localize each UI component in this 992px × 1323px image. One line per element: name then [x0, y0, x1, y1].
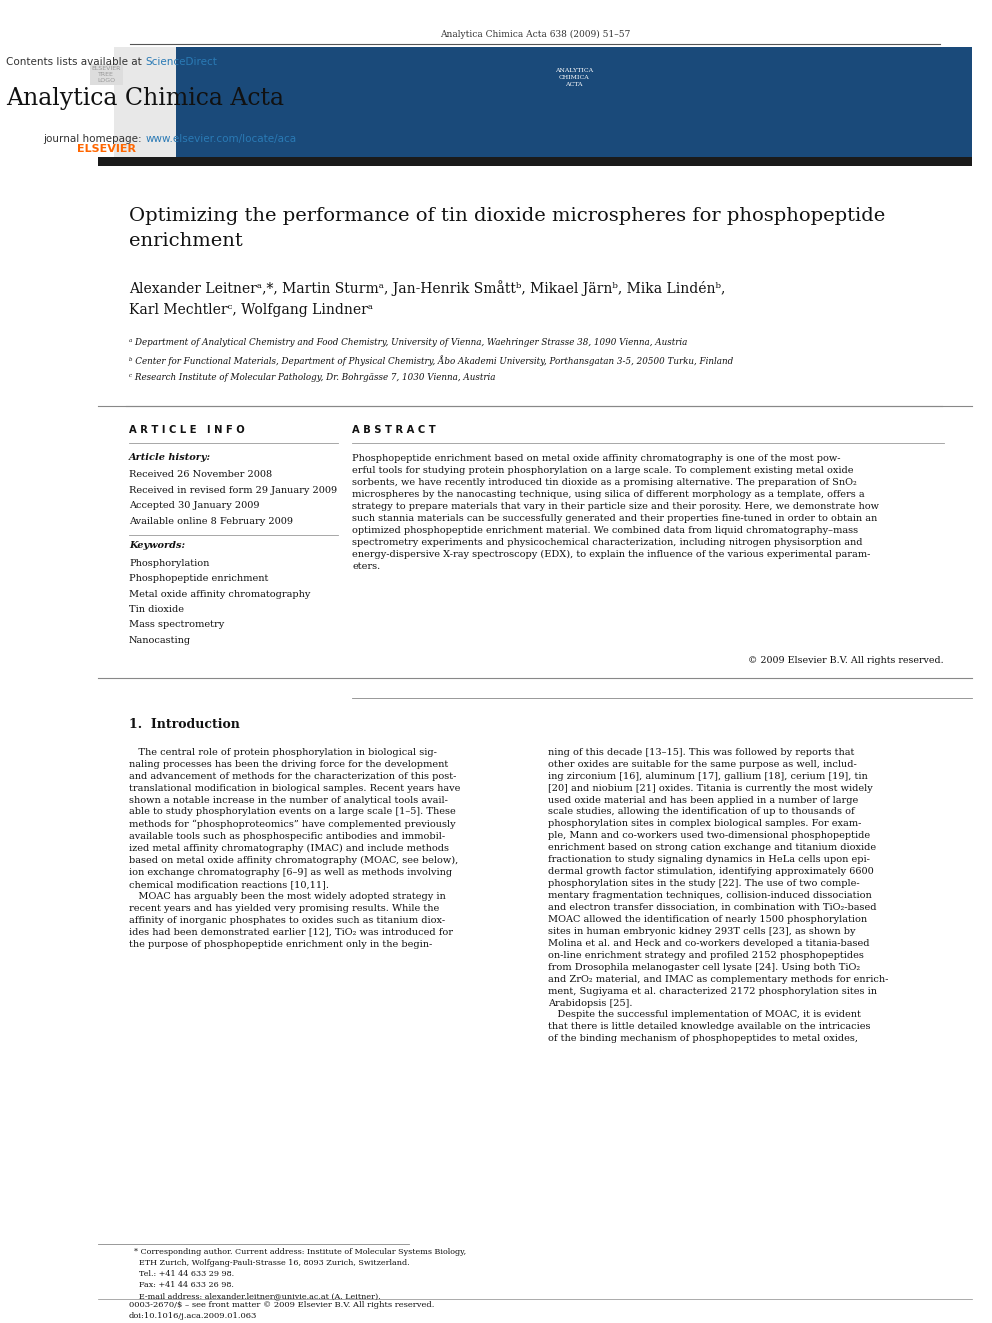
Text: Article history:: Article history: — [129, 454, 211, 463]
Text: Mass spectrometry: Mass spectrometry — [129, 620, 224, 630]
Text: Metal oxide affinity chromatography: Metal oxide affinity chromatography — [129, 590, 310, 599]
Text: Received 26 November 2008: Received 26 November 2008 — [129, 471, 272, 479]
Text: Phosphopeptide enrichment based on metal oxide affinity chromatography is one of: Phosphopeptide enrichment based on metal… — [352, 454, 880, 572]
Text: Contents lists available at: Contents lists available at — [6, 57, 145, 66]
Text: www.elsevier.com/locate/aca: www.elsevier.com/locate/aca — [145, 134, 297, 144]
Text: © 2009 Elsevier B.V. All rights reserved.: © 2009 Elsevier B.V. All rights reserved… — [748, 656, 944, 665]
Text: ELSEVIER: ELSEVIER — [76, 144, 136, 155]
Text: Keywords:: Keywords: — [129, 541, 186, 550]
Text: ᵃ Department of Analytical Chemistry and Food Chemistry, University of Vienna, W: ᵃ Department of Analytical Chemistry and… — [129, 339, 687, 347]
Text: Nanocasting: Nanocasting — [129, 636, 191, 644]
Text: * Corresponding author. Current address: Institute of Molecular Systems Biology,: * Corresponding author. Current address:… — [129, 1248, 466, 1301]
Bar — [177, 46, 971, 161]
Text: ᵇ Center for Functional Materials, Department of Physical Chemistry, Åbo Akademi: ᵇ Center for Functional Materials, Depar… — [129, 356, 733, 366]
Bar — [98, 157, 972, 167]
Text: A R T I C L E   I N F O: A R T I C L E I N F O — [129, 425, 245, 434]
Text: Phosphopeptide enrichment: Phosphopeptide enrichment — [129, 574, 268, 583]
Text: ning of this decade [13–15]. This was followed by reports that
other oxides are : ning of this decade [13–15]. This was fo… — [549, 747, 889, 1044]
Text: ELSEVIER
TREE
LOGO: ELSEVIER TREE LOGO — [91, 66, 121, 83]
Text: Optimizing the performance of tin dioxide microspheres for phosphopeptide
enrich: Optimizing the performance of tin dioxid… — [129, 206, 885, 250]
Text: Available online 8 February 2009: Available online 8 February 2009 — [129, 516, 293, 525]
Text: Analytica Chimica Acta 638 (2009) 51–57: Analytica Chimica Acta 638 (2009) 51–57 — [440, 30, 630, 38]
Text: The central role of protein phosphorylation in biological sig-
naling processes : The central role of protein phosphorylat… — [129, 747, 460, 949]
Text: Phosphorylation: Phosphorylation — [129, 558, 209, 568]
Text: 1.  Introduction: 1. Introduction — [129, 718, 240, 730]
Text: Tin dioxide: Tin dioxide — [129, 605, 184, 614]
Text: ᶜ Research Institute of Molecular Pathology, Dr. Bohrgässe 7, 1030 Vienna, Austr: ᶜ Research Institute of Molecular Pathol… — [129, 373, 495, 382]
Text: ANALYTICA
CHIMICA
ACTA: ANALYTICA CHIMICA ACTA — [555, 69, 593, 87]
Bar — [114, 46, 177, 161]
Text: A B S T R A C T: A B S T R A C T — [352, 425, 436, 434]
Bar — [98, 46, 114, 161]
Text: Accepted 30 January 2009: Accepted 30 January 2009 — [129, 501, 260, 511]
Text: journal homepage:: journal homepage: — [44, 134, 145, 144]
Text: Received in revised form 29 January 2009: Received in revised form 29 January 2009 — [129, 486, 337, 495]
Text: Analytica Chimica Acta: Analytica Chimica Acta — [6, 87, 285, 110]
Text: 0003-2670/$ – see front matter © 2009 Elsevier B.V. All rights reserved.
doi:10.: 0003-2670/$ – see front matter © 2009 El… — [129, 1301, 434, 1319]
Text: Alexander Leitnerᵃ,*, Martin Sturmᵃ, Jan-Henrik Småttᵇ, Mikael Järnᵇ, Mika Lindé: Alexander Leitnerᵃ,*, Martin Sturmᵃ, Jan… — [129, 280, 725, 318]
Text: ScienceDirect: ScienceDirect — [145, 57, 217, 66]
